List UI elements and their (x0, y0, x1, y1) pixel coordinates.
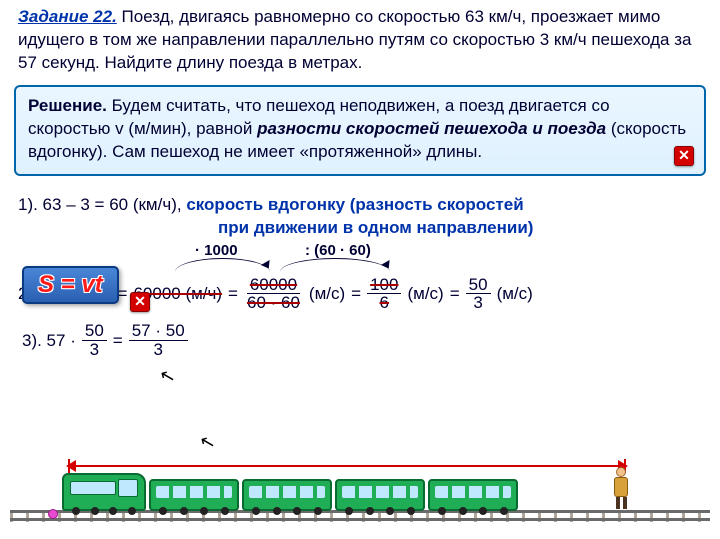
fraction-a: 50 3 (82, 322, 107, 359)
solution-label: Решение. (28, 96, 107, 115)
frac-num: 60000 (247, 276, 300, 295)
wheels (72, 507, 136, 515)
fraction-1: 60000 60 · 60 (244, 276, 303, 313)
equals: = (450, 284, 460, 304)
annotation-1000-value: 1000 (204, 242, 237, 259)
equals: = (351, 284, 361, 304)
problem-header: Задание 22. Поезд, двигаясь равномерно с… (0, 0, 720, 79)
frac-den: 3 (87, 341, 102, 359)
frac-den: 6 (377, 294, 392, 312)
frac-num: 57 · 50 (129, 322, 188, 341)
frac-den: 3 (150, 341, 165, 359)
wheels (159, 507, 229, 515)
step-3: 3). 57 · 50 3 = 57 · 50 3 (0, 316, 720, 363)
illustration (0, 439, 720, 539)
unit: (м/с) (497, 284, 533, 304)
annotation-times-1000: · 1000 (195, 242, 238, 259)
solution-box: Решение. Будем считать, что пешеход непо… (14, 85, 706, 176)
close-icon[interactable]: ✕ (674, 146, 694, 166)
train-car (335, 479, 425, 511)
wheels (252, 507, 322, 515)
frac-den: 3 (470, 294, 485, 312)
equals: = (228, 284, 238, 304)
locomotive (62, 473, 146, 511)
step-1: 1). 63 – 3 = 60 (км/ч), скорость вдогонк… (0, 184, 720, 244)
frac-num: 100 (367, 276, 401, 295)
unit: (м/с) (407, 284, 443, 304)
wheels (345, 507, 415, 515)
step1-expr: 1). 63 – 3 = 60 (км/ч), (18, 195, 186, 214)
train-car (149, 479, 239, 511)
task-label: Задание 22. (18, 7, 117, 26)
train (62, 473, 518, 511)
rail-bottom (10, 518, 710, 521)
frac-num: 50 (466, 276, 491, 295)
length-arrow (68, 465, 626, 467)
frac-den: 60 · 60 (244, 294, 303, 312)
close-icon[interactable]: ✕ (130, 292, 150, 312)
fraction-2: 100 6 (367, 276, 401, 313)
marker-dot (48, 509, 58, 519)
unit: (м/с) (309, 284, 345, 304)
problem-text: Поезд, двигаясь равномерно со скоростью … (18, 7, 691, 72)
formula-badge: S = vt (22, 266, 119, 304)
pedestrian (610, 467, 632, 511)
length-tick-left (68, 459, 70, 473)
step1-note-1: скорость вдогонку (разность скоростей (186, 195, 523, 214)
cursor-icon: ↖ (158, 364, 178, 388)
step1-note-2: при движении в одном направлении) (218, 218, 533, 237)
wheels (438, 507, 508, 515)
solution-emph: разности скоростей пешехода и поезда (257, 119, 606, 138)
annotation-div-6060: : (60 · 60) (305, 242, 371, 259)
step3-number: 3). 57 · (22, 331, 76, 351)
fraction-b: 57 · 50 3 (129, 322, 188, 359)
train-car (242, 479, 332, 511)
step-2: S = vt ✕ · 1000 : (60 · 60) 2). 60 (км/ч… (0, 244, 720, 317)
equals: = (113, 331, 123, 351)
train-car (428, 479, 518, 511)
frac-num: 50 (82, 322, 107, 341)
equals: = (118, 284, 128, 304)
fraction-3: 50 3 (466, 276, 491, 313)
